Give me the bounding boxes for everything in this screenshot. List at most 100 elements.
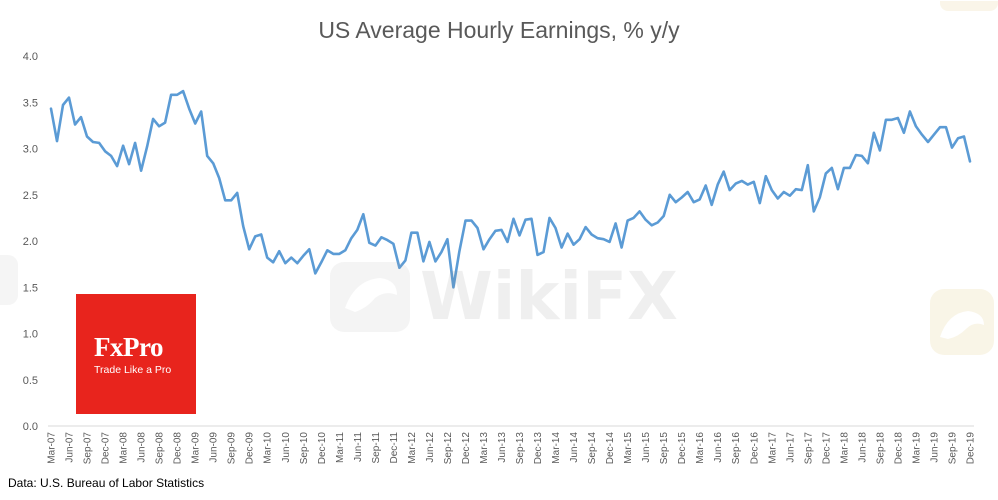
data-point [542,251,544,253]
data-point [741,180,743,182]
data-point [452,286,454,288]
data-point [699,198,701,200]
data-point [837,188,839,190]
x-tick-label: Sep-08 [155,432,166,465]
data-point [326,249,328,251]
data-point [608,241,610,243]
x-tick-label: Jun-18 [857,432,868,463]
x-tick-label: Sep-14 [587,432,598,465]
data-point [260,233,262,235]
data-point [897,117,899,119]
x-tick-label: Sep-10 [299,432,310,465]
data-point [675,201,677,203]
data-point [242,225,244,227]
x-tick-label: Jun-08 [137,432,148,463]
x-tick-label: Jun-15 [641,432,652,463]
data-point [807,164,809,166]
data-point [428,241,430,243]
data-point [855,154,857,156]
data-point [723,170,725,172]
data-point [518,234,520,236]
y-tick-label: 2.5 [23,190,38,202]
data-point [296,262,298,264]
y-tick-label: 3.5 [23,97,38,109]
data-point [344,249,346,251]
data-point [110,155,112,157]
x-tick-label: Mar-16 [695,432,706,464]
data-point [801,189,803,191]
x-tick-label: Sep-19 [947,432,958,465]
data-point [921,133,923,135]
data-point [278,250,280,252]
x-tick-label: Sep-18 [875,432,886,465]
data-point [753,181,755,183]
data-point [578,238,580,240]
data-point [200,110,202,112]
data-point [945,126,947,128]
data-point [128,163,130,165]
data-point [224,199,226,201]
data-point [963,135,965,137]
data-point [765,175,767,177]
data-point [152,118,154,120]
data-point [170,94,172,96]
data-point [783,191,785,193]
y-tick-label: 3.0 [23,144,38,156]
data-point [398,267,400,269]
x-tick-label: Mar-11 [335,432,346,463]
data-point [476,227,478,229]
data-point [891,119,893,121]
data-point [302,255,304,257]
x-tick-label: Dec-10 [317,432,328,465]
x-tick-label: Dec-15 [677,432,688,465]
x-tick-label: Mar-14 [551,432,562,464]
data-point [104,150,106,152]
x-tick-label: Jun-17 [785,432,796,463]
data-point [614,222,616,224]
data-point [164,121,166,123]
x-tick-label: Dec-11 [389,432,400,464]
logo-name: FxPro [94,332,163,362]
data-point [50,108,52,110]
data-point [236,192,238,194]
x-tick-label: Sep-15 [659,432,670,465]
data-point [446,238,448,240]
data-point [206,155,208,157]
data-point [248,248,250,250]
data-point [831,167,833,169]
x-tick-label: Jun-09 [209,432,220,463]
y-tick-label: 0.5 [23,375,38,387]
data-point [548,217,550,219]
data-point [717,183,719,185]
y-tick-label: 0.0 [23,421,38,433]
data-point [374,244,376,246]
data-point [284,262,286,264]
data-point [182,90,184,92]
x-tick-label: Dec-08 [173,432,184,465]
data-point [873,132,875,134]
x-tick-label: Mar-19 [911,432,922,464]
data-points [50,90,971,289]
data-point [861,155,863,157]
data-point [651,224,653,226]
data-point [488,238,490,240]
data-point [795,188,797,190]
data-point [927,141,929,143]
data-point [320,261,322,263]
data-point [350,237,352,239]
y-axis-ticks: 0.0 0.5 1.0 1.5 2.0 2.5 3.0 3.5 4.0 [23,51,38,433]
x-tick-label: Mar-13 [479,432,490,464]
data-point [392,243,394,245]
x-tick-label: Sep-16 [731,432,742,465]
data-point [458,250,460,252]
x-tick-label: Dec-14 [605,432,616,465]
data-point [969,160,971,162]
y-tick-label: 1.0 [23,329,38,341]
data-point [602,238,604,240]
y-tick-label: 2.0 [23,236,38,248]
data-point [68,96,70,98]
data-point [885,119,887,121]
data-point [86,135,88,137]
data-point [933,133,935,135]
